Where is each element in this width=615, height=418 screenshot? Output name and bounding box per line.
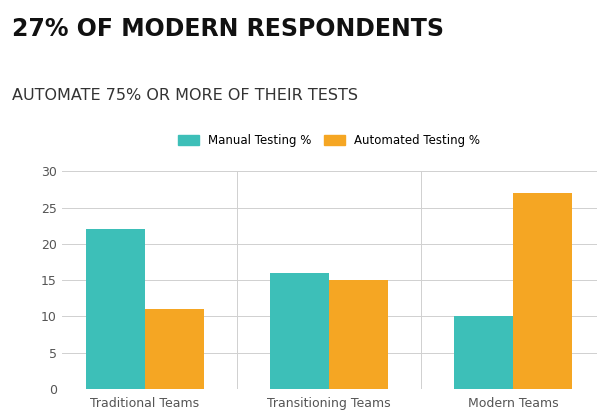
- Bar: [270, 273, 329, 389]
- Bar: [454, 316, 514, 389]
- Legend: Manual Testing %, Automated Testing %: Manual Testing %, Automated Testing %: [173, 130, 485, 152]
- Text: 27% OF MODERN RESPONDENTS: 27% OF MODERN RESPONDENTS: [12, 17, 444, 41]
- Bar: [145, 309, 204, 389]
- Bar: [86, 229, 145, 389]
- Bar: [329, 280, 388, 389]
- Text: AUTOMATE 75% OR MORE OF THEIR TESTS: AUTOMATE 75% OR MORE OF THEIR TESTS: [12, 88, 359, 103]
- Bar: [514, 193, 572, 389]
